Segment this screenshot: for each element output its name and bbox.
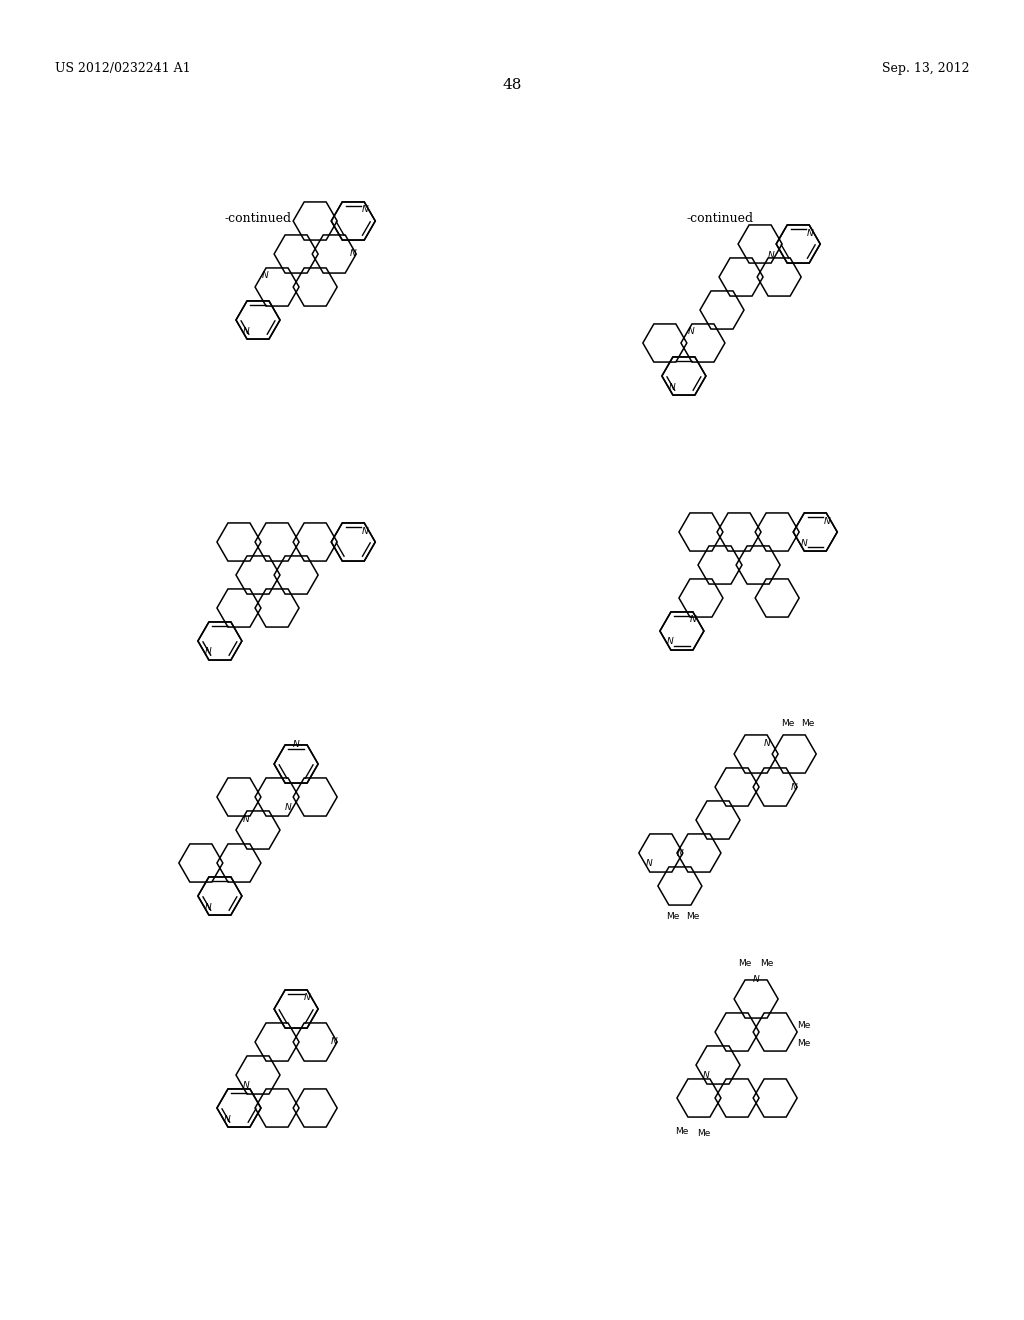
- Text: N: N: [361, 527, 368, 536]
- Text: N: N: [331, 1038, 337, 1047]
- Text: N: N: [801, 539, 807, 548]
- Text: N: N: [806, 228, 813, 238]
- Text: Me: Me: [781, 718, 795, 727]
- Text: N: N: [349, 249, 356, 259]
- Text: Sep. 13, 2012: Sep. 13, 2012: [882, 62, 969, 75]
- Text: Me: Me: [797, 1020, 810, 1030]
- Text: N: N: [753, 974, 760, 983]
- Text: N: N: [646, 859, 652, 869]
- Text: N: N: [304, 994, 311, 1002]
- Text: -continued: -continued: [224, 213, 292, 224]
- Text: N: N: [791, 783, 798, 792]
- Text: Me: Me: [675, 1126, 688, 1135]
- Text: -continued: -continued: [686, 213, 754, 224]
- Text: N: N: [764, 738, 771, 747]
- Text: Me: Me: [761, 960, 774, 969]
- Text: N: N: [262, 272, 269, 281]
- Text: Me: Me: [801, 718, 814, 727]
- Text: N: N: [243, 1081, 250, 1090]
- Text: N: N: [823, 516, 830, 525]
- Text: N: N: [669, 383, 676, 392]
- Text: N: N: [688, 327, 695, 337]
- Text: N: N: [243, 814, 250, 824]
- Text: N: N: [667, 638, 674, 647]
- Text: N: N: [285, 804, 292, 813]
- Text: N: N: [677, 849, 684, 858]
- Text: 48: 48: [503, 78, 521, 92]
- Text: N: N: [243, 326, 250, 335]
- Text: N: N: [703, 1072, 710, 1081]
- Text: N: N: [361, 206, 368, 214]
- Text: N: N: [205, 648, 212, 656]
- Text: Me: Me: [797, 1039, 810, 1048]
- Text: Me: Me: [686, 912, 699, 921]
- Text: N: N: [205, 903, 212, 912]
- Text: US 2012/0232241 A1: US 2012/0232241 A1: [55, 62, 190, 75]
- Text: N: N: [293, 739, 299, 748]
- Text: Me: Me: [738, 960, 752, 969]
- Text: N: N: [690, 615, 696, 624]
- Text: Me: Me: [667, 912, 680, 921]
- Text: N: N: [768, 251, 775, 260]
- Text: N: N: [224, 1114, 230, 1123]
- Text: Me: Me: [696, 1129, 710, 1138]
